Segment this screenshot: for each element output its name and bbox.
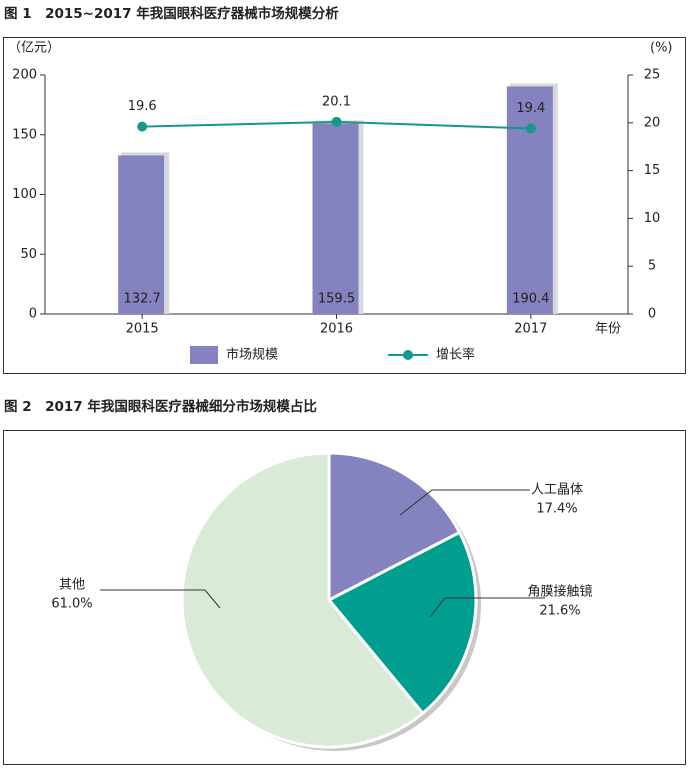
pie-slice	[326, 530, 478, 716]
x-tick-label: 2017	[514, 322, 547, 337]
x-tick-label: 2016	[320, 322, 353, 337]
leader-line	[399, 489, 530, 516]
legend-label: 市场规模	[226, 347, 278, 363]
y2-tick-label: 10	[644, 211, 661, 226]
y-tick-label: 150	[12, 127, 37, 142]
data-label: 132.7	[124, 292, 161, 307]
data-label: 20.1	[322, 94, 351, 109]
y2-tick-label: 15	[644, 163, 661, 178]
bar	[118, 155, 165, 314]
pie-slice	[180, 451, 425, 749]
line-point	[331, 116, 342, 127]
slice-label: 其他	[59, 578, 85, 593]
y2-tick-label: 25	[644, 68, 661, 83]
slice-value: 21.6%	[539, 604, 580, 619]
slice-value: 61.0%	[51, 597, 92, 612]
line-point	[137, 121, 148, 132]
data-label: 19.4	[516, 101, 545, 116]
legend-marker	[403, 350, 413, 360]
y-tick-label: 200	[12, 68, 37, 83]
pie-slice	[327, 451, 462, 603]
slice-label: 人工晶体	[531, 483, 583, 498]
y2-tick-label: 0	[648, 307, 656, 322]
y-tick-label: 50	[20, 247, 37, 262]
x-tick-label: 2015	[126, 322, 159, 337]
slice-value: 17.4%	[536, 502, 577, 517]
slice-label: 角膜接触镜	[527, 584, 592, 600]
y2-axis-label: (%)	[650, 41, 673, 56]
y-tick-label: 0	[29, 307, 37, 322]
data-label: 190.4	[512, 292, 549, 307]
bar	[506, 86, 553, 314]
chart-frame	[3, 37, 686, 374]
legend-label: 增长率	[436, 347, 475, 363]
y2-tick-label: 5	[648, 259, 656, 274]
y-tick-label: 100	[12, 187, 37, 202]
y2-tick-label: 20	[644, 115, 661, 130]
leader-line	[100, 589, 221, 609]
chart-title: 图 1 2015~2017 年我国眼科医疗器械市场规模分析	[4, 5, 339, 22]
bar	[312, 123, 359, 315]
y-axis-label: （亿元）	[8, 41, 60, 56]
leader-line	[429, 597, 545, 618]
chart-title: 图 2 2017 年我国眼科医疗器械细分市场规模占比	[4, 398, 317, 415]
data-label: 159.5	[318, 292, 355, 307]
chart-frame	[3, 430, 686, 765]
data-label: 19.6	[128, 99, 157, 114]
legend-swatch	[190, 346, 218, 364]
line-point	[525, 123, 536, 134]
x-axis-label: 年份	[595, 322, 621, 337]
